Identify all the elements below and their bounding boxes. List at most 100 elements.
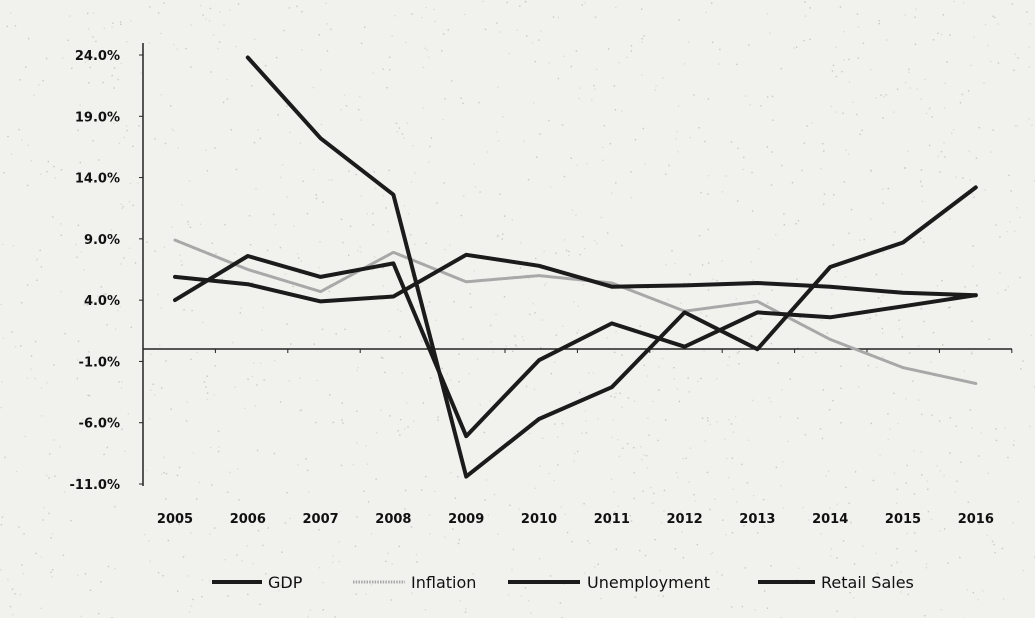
texture-speck xyxy=(1017,57,1019,59)
texture-speck xyxy=(505,345,507,347)
texture-speck xyxy=(496,236,499,238)
texture-speck xyxy=(190,358,192,361)
texture-speck xyxy=(588,372,590,374)
texture-speck xyxy=(497,140,500,142)
texture-speck xyxy=(496,131,498,133)
texture-speck xyxy=(349,225,352,228)
texture-speck xyxy=(823,193,826,195)
texture-speck xyxy=(663,489,666,492)
data-point-retail-sales xyxy=(974,186,977,189)
texture-speck xyxy=(320,123,323,126)
texture-speck xyxy=(978,455,980,457)
texture-speck xyxy=(751,171,753,174)
texture-speck xyxy=(496,22,498,24)
texture-speck xyxy=(819,428,822,430)
texture-speck xyxy=(607,48,610,50)
data-point-inflation xyxy=(901,366,905,369)
texture-speck xyxy=(292,285,294,288)
texture-speck xyxy=(251,282,254,284)
texture-speck xyxy=(896,88,899,90)
texture-speck xyxy=(993,543,995,546)
texture-speck xyxy=(652,350,654,353)
texture-speck xyxy=(264,65,267,67)
texture-speck xyxy=(775,234,777,236)
texture-speck xyxy=(995,428,997,430)
texture-speck xyxy=(997,292,999,294)
texture-speck xyxy=(916,88,918,90)
texture-speck xyxy=(561,124,564,126)
texture-speck xyxy=(367,501,370,503)
texture-speck xyxy=(214,365,216,367)
texture-speck xyxy=(357,249,359,252)
texture-speck xyxy=(437,416,439,418)
texture-speck xyxy=(901,273,903,275)
texture-speck xyxy=(533,388,536,391)
texture-speck xyxy=(150,389,152,391)
texture-speck xyxy=(961,93,963,96)
texture-speck xyxy=(570,65,573,68)
texture-speck xyxy=(177,147,179,149)
texture-speck xyxy=(233,252,236,255)
texture-speck xyxy=(222,101,225,104)
texture-speck xyxy=(450,379,452,381)
texture-speck xyxy=(881,327,883,330)
texture-speck xyxy=(92,139,94,142)
texture-speck xyxy=(501,238,503,240)
texture-speck xyxy=(158,12,160,14)
texture-speck xyxy=(493,493,496,496)
texture-speck xyxy=(449,244,451,246)
texture-speck xyxy=(826,332,829,334)
texture-speck xyxy=(240,307,242,309)
texture-speck xyxy=(530,612,532,614)
texture-speck xyxy=(674,263,676,265)
texture-speck xyxy=(797,347,799,349)
texture-speck xyxy=(414,172,416,174)
texture-speck xyxy=(682,457,684,460)
texture-speck xyxy=(91,177,93,180)
texture-speck xyxy=(532,303,534,305)
texture-speck xyxy=(970,64,972,67)
texture-speck xyxy=(832,64,835,67)
texture-speck xyxy=(943,142,945,144)
texture-speck xyxy=(253,142,256,144)
texture-speck xyxy=(160,307,162,309)
texture-speck xyxy=(735,298,737,300)
texture-speck xyxy=(795,223,797,225)
texture-speck xyxy=(615,330,617,333)
texture-speck xyxy=(830,548,833,550)
texture-speck xyxy=(0,569,2,571)
texture-speck xyxy=(971,320,973,322)
texture-speck xyxy=(744,95,747,97)
y-tick-label: 24.0% xyxy=(75,49,120,64)
texture-speck xyxy=(348,254,350,256)
texture-speck xyxy=(110,229,113,231)
texture-speck xyxy=(789,378,791,380)
texture-speck xyxy=(615,548,617,550)
texture-speck xyxy=(555,334,557,336)
texture-speck xyxy=(10,153,13,155)
texture-speck xyxy=(835,46,837,48)
texture-speck xyxy=(843,59,845,61)
data-point-gdp xyxy=(465,253,468,256)
texture-speck xyxy=(895,502,898,505)
texture-speck xyxy=(610,395,612,397)
texture-speck xyxy=(148,417,151,420)
texture-speck xyxy=(906,464,908,467)
texture-speck xyxy=(87,394,89,396)
texture-speck xyxy=(411,13,413,15)
texture-speck xyxy=(716,279,718,282)
texture-speck xyxy=(422,402,425,404)
texture-speck xyxy=(641,74,643,76)
texture-speck xyxy=(484,28,487,31)
texture-speck xyxy=(626,56,628,59)
texture-speck xyxy=(165,360,167,362)
texture-speck xyxy=(312,86,315,89)
texture-speck xyxy=(879,577,881,580)
texture-speck xyxy=(60,234,62,236)
texture-speck xyxy=(760,318,762,320)
texture-speck xyxy=(296,5,298,8)
x-axis-ticks: 2005 2006 2007 2008 2009 2010 2011 2012 2013 2014… xyxy=(157,512,994,527)
texture-speck xyxy=(430,377,432,379)
data-point-unemployment xyxy=(537,359,541,362)
